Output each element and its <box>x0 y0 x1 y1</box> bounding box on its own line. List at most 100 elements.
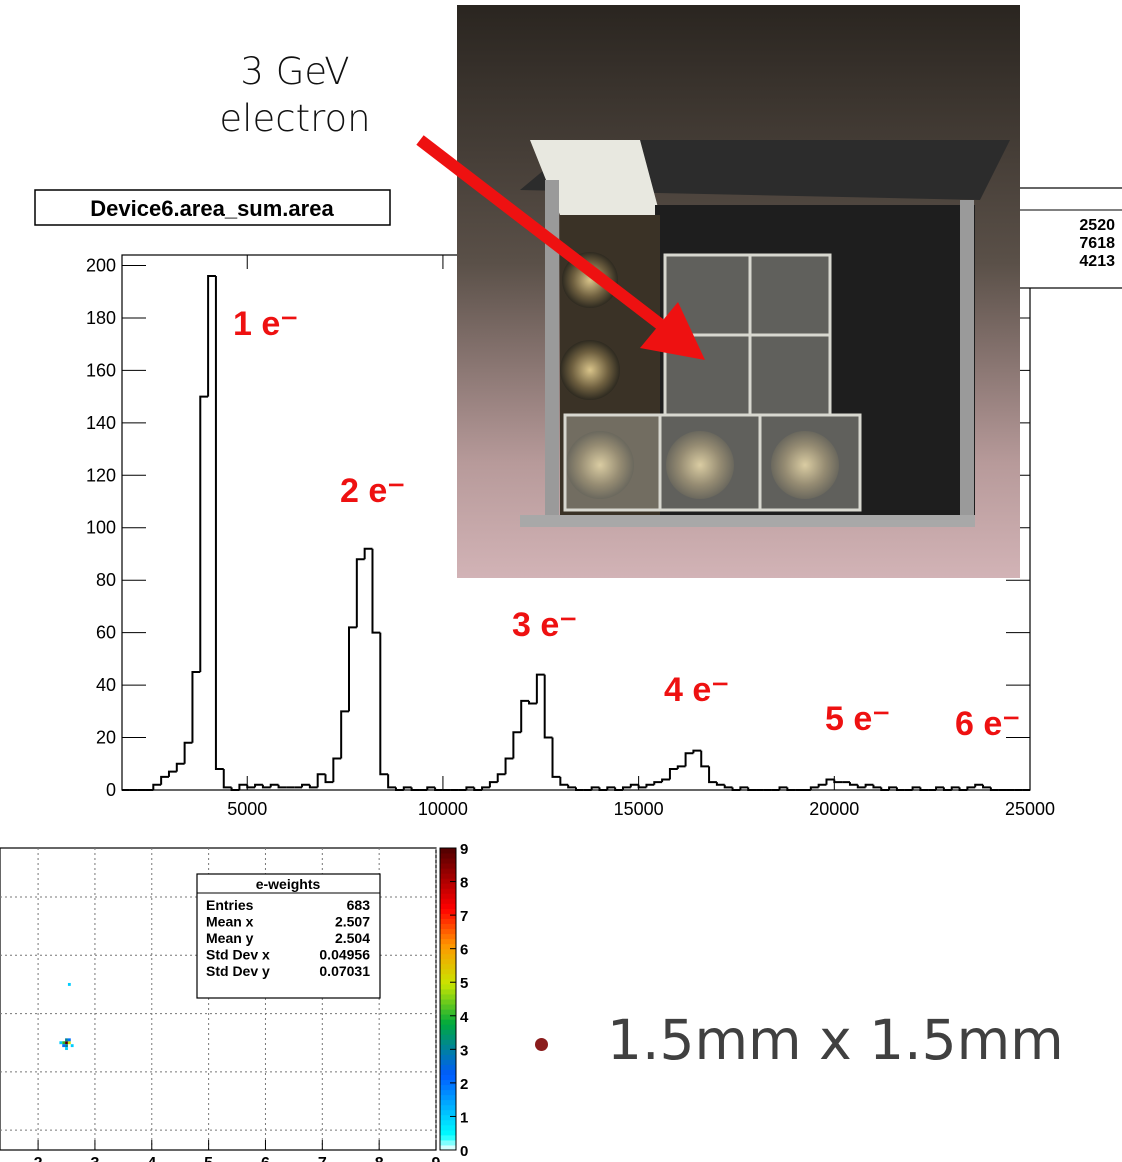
peak-label: 5 e⁻ <box>825 700 890 738</box>
histogram-bin <box>277 784 287 789</box>
histogram-bin <box>355 558 365 628</box>
y-tick-label: 160 <box>86 360 116 380</box>
histogram-bin <box>880 787 890 791</box>
colorbar-segment <box>440 853 456 859</box>
colorbar-segment <box>440 1104 456 1111</box>
histogram-bin <box>817 783 827 788</box>
colorbar-segment <box>440 963 456 970</box>
x-tick-label: 3 <box>90 1155 99 1162</box>
colorbar-segment <box>440 1014 456 1020</box>
histogram-bin <box>167 770 177 777</box>
histogram-bin <box>191 670 201 743</box>
stats-title: e-weights <box>256 876 321 892</box>
stats-value: 0.04956 <box>319 947 370 963</box>
white-block <box>530 140 660 215</box>
histogram-bin <box>254 783 263 788</box>
y-tick-label: 100 <box>86 518 116 538</box>
histogram-bin <box>895 787 905 791</box>
histogram-bin <box>653 781 663 785</box>
histogram-bin <box>199 395 209 672</box>
histogram-bin <box>301 783 310 788</box>
histogram-bin <box>465 786 475 790</box>
colorbar-segment <box>440 993 456 1000</box>
colorbar-segment <box>440 873 456 879</box>
histogram-bin <box>864 783 874 788</box>
histogram-bin <box>559 776 569 786</box>
colorbar-segment <box>440 908 456 914</box>
histogram-bin <box>379 632 389 776</box>
arrow <box>416 135 705 360</box>
histogram-bin <box>950 786 960 790</box>
colorbar-label: 2 <box>460 1076 468 1093</box>
histogram-bin <box>747 787 757 791</box>
colorbar-segment <box>440 1059 456 1065</box>
histogram-bin <box>207 274 216 397</box>
colorbar-label: 3 <box>460 1042 468 1059</box>
colorbar-segment <box>440 1024 456 1030</box>
peak-label: 4 e⁻ <box>664 671 729 709</box>
x-tick-label: 4 <box>147 1155 156 1162</box>
stats-label: Std Dev y <box>206 963 270 979</box>
colorbar-segment <box>440 868 456 874</box>
stats-value: 4213 <box>1079 253 1115 270</box>
heat-cell <box>65 1047 68 1051</box>
histogram-bin <box>974 783 984 788</box>
colorbar-segment <box>440 933 456 940</box>
colorbar-segment <box>440 1029 456 1035</box>
stats-label: Std Dev x <box>206 947 270 963</box>
colorbar-segment <box>440 888 456 894</box>
histogram-bin <box>348 626 357 712</box>
histogram-bin <box>935 786 944 790</box>
colorbar-label: 0 <box>460 1143 468 1160</box>
colorbar-segment <box>440 1054 456 1060</box>
colorbar-label: 9 <box>460 841 468 858</box>
colorbar-segment <box>440 958 456 965</box>
histogram-bin <box>676 765 686 770</box>
chart-title: Device6.area_sum.area <box>90 196 334 221</box>
histogram-bin <box>535 673 545 704</box>
histogram-bin <box>856 784 866 789</box>
colorbar-segment <box>440 863 456 869</box>
x-tick-label: 25000 <box>1005 799 1055 819</box>
histogram-bin <box>261 784 271 789</box>
x-tick-label: 7 <box>318 1155 327 1162</box>
colorbar-segment <box>440 1049 456 1055</box>
frame-right <box>960 200 974 520</box>
colorbar-label: 4 <box>460 1009 469 1026</box>
y-tick-label: 140 <box>86 413 116 433</box>
histogram-bin <box>269 783 279 788</box>
histogram-bin <box>543 674 553 739</box>
histogram-bin <box>175 762 185 772</box>
colorbar-segment <box>440 1064 456 1070</box>
histogram-bin <box>332 757 342 783</box>
histogram-bin <box>739 786 749 790</box>
histogram-bin <box>598 787 608 791</box>
caption: 3 GeV electron <box>219 50 371 140</box>
histogram-bin <box>551 737 561 778</box>
x-tick-label: 9 <box>432 1155 441 1162</box>
histogram-bin <box>911 786 921 790</box>
histogram-bin <box>614 787 623 791</box>
colorbar-segment <box>440 988 456 995</box>
colorbar-segment <box>440 913 456 919</box>
frame-left <box>545 180 559 520</box>
histogram-bin <box>692 749 702 754</box>
colorbar-segment <box>440 983 456 990</box>
colorbar-segment <box>440 978 456 985</box>
colorbar-frame <box>439 847 457 1151</box>
colorbar-segment <box>440 1034 456 1040</box>
colorbar-segment <box>440 943 456 950</box>
colorbar-segment <box>440 1079 456 1086</box>
histogram-bin <box>731 787 741 791</box>
histogram-bin <box>668 768 678 780</box>
histogram-bin <box>426 786 436 790</box>
histogram-bin <box>661 778 670 783</box>
histogram-bin <box>958 787 968 791</box>
histogram-bin <box>872 784 882 789</box>
colorbar-label: 1 <box>460 1109 468 1126</box>
x-tick-label: 20000 <box>809 799 859 819</box>
colorbar-segment <box>440 1089 456 1096</box>
colorbar-segment <box>440 883 456 889</box>
histogram-bin <box>340 710 349 759</box>
colorbar-label: 5 <box>460 975 468 992</box>
